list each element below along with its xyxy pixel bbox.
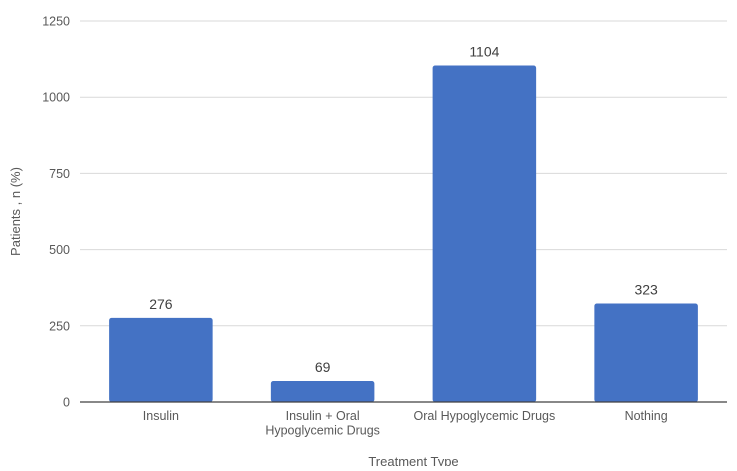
bars: [109, 65, 698, 403]
bar: [594, 303, 698, 402]
data-label: 276: [149, 296, 173, 312]
data-label: 1104: [469, 44, 499, 60]
y-tick-label: 1000: [42, 91, 70, 105]
y-tick-label: 0: [63, 396, 70, 410]
data-label: 69: [315, 359, 331, 375]
data-label: 323: [634, 282, 658, 298]
y-tick-label: 1250: [42, 15, 70, 29]
x-category-label: Insulin + Oral Hypoglycemic Drugs: [265, 409, 380, 438]
bar: [270, 380, 375, 402]
y-axis-ticks: 0 250 500 750 1000 1250: [42, 15, 70, 410]
y-axis-title: Patients , n (%): [8, 167, 23, 256]
data-labels: 276 69 1104 323: [149, 44, 658, 375]
gridlines: [80, 20, 727, 327]
bar: [109, 317, 213, 402]
x-axis-title: Treatment Type: [368, 454, 458, 466]
x-category-label: Oral Hypoglycemic Drugs: [414, 409, 556, 423]
y-tick-label: 500: [49, 243, 70, 257]
y-tick-label: 750: [49, 167, 70, 181]
x-category-label: Nothing: [625, 409, 668, 423]
x-category-label: Insulin: [143, 409, 179, 423]
y-tick-label: 250: [49, 319, 70, 333]
x-axis-categories: Insulin Insulin + Oral Hypoglycemic Drugs O…: [143, 409, 668, 438]
bar: [432, 65, 537, 403]
